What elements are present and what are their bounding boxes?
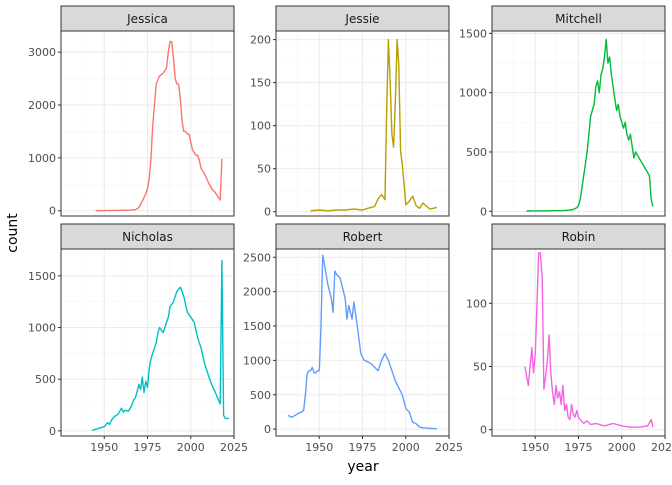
series-line-robert	[287, 254, 437, 430]
panel-strip-label: Mitchell	[555, 12, 602, 26]
panel-border	[60, 30, 235, 217]
y-tick-label: 1500	[243, 320, 271, 333]
panel-robin: Robin 0 50 100 1950 1975 2000 2025	[466, 223, 672, 454]
x-tick-label: 2025	[651, 441, 672, 454]
panel-strip-label: Robin	[562, 230, 596, 244]
x-tick-label: 2000	[177, 441, 205, 454]
y-tick-label: 0	[480, 424, 487, 437]
series-line-nicholas	[91, 259, 229, 431]
x-tick-label: 2000	[608, 441, 636, 454]
panel-strip	[60, 223, 235, 250]
series-line-mitchell	[526, 38, 654, 212]
y-tick-label: 200	[250, 34, 271, 47]
x-tick-label: 1950	[305, 441, 333, 454]
x-tick-label: 2025	[220, 441, 248, 454]
y-tick-label: 0	[49, 205, 56, 218]
y-tick-label: 3000	[28, 46, 56, 59]
y-tick-label: 1000	[243, 354, 271, 367]
y-tick-label: 2000	[243, 286, 271, 299]
panel-nicholas: Nicholas 0 500 1000 1500 1950 1975 2000 2025	[28, 223, 248, 454]
y-tick-label: 0	[49, 425, 56, 438]
panel-strip	[60, 5, 235, 32]
y-tick-label: 100	[466, 297, 487, 310]
series-line-jessica	[95, 40, 223, 212]
y-tick-label: 1500	[28, 270, 56, 283]
x-tick-label: 2000	[392, 441, 420, 454]
y-tick-label: 50	[257, 163, 271, 176]
y-tick-label: 1000	[28, 152, 56, 165]
y-tick-label: 2500	[243, 251, 271, 264]
x-tick-label: 1975	[349, 441, 377, 454]
y-tick-label: 500	[250, 389, 271, 402]
y-tick-label: 0	[264, 206, 271, 219]
panel-strip	[491, 223, 666, 250]
y-tick-label: 2000	[28, 99, 56, 112]
y-tick-label: 0	[480, 205, 487, 218]
x-axis-title: year	[347, 459, 378, 475]
panel-strip-label: Jessie	[344, 12, 379, 26]
panel-border	[491, 30, 666, 217]
panel-strip-label: Robert	[343, 230, 383, 244]
panel-jessie: Jessie 0 50 100 150 200	[250, 5, 450, 219]
panel-strip-label: Nicholas	[122, 230, 173, 244]
y-tick-label: 150	[250, 77, 271, 90]
y-tick-label: 0	[264, 423, 271, 436]
y-tick-label: 1000	[28, 322, 56, 335]
y-tick-label: 100	[250, 120, 271, 133]
x-tick-label: 1950	[90, 441, 118, 454]
series-line-jessie	[310, 38, 438, 212]
x-tick-label: 1975	[134, 441, 162, 454]
panel-robert: Robert 0 500 1000 1500 2000 2500 1950 1975 2000 20…	[243, 223, 463, 454]
y-axis-title: count	[5, 213, 21, 253]
panel-mitchell: Mitchell 0 500 1000 1500	[459, 5, 666, 218]
series-line-robin	[524, 252, 654, 428]
panel-strip-label: Jessica	[126, 12, 168, 26]
x-tick-label: 2025	[435, 441, 463, 454]
y-tick-label: 500	[35, 373, 56, 386]
panel-jessica: Jessica 0 1000 2000 3000	[28, 5, 235, 218]
x-tick-label: 1975	[565, 441, 593, 454]
y-tick-label: 50	[473, 361, 487, 374]
y-tick-label: 1000	[459, 87, 487, 100]
panel-border	[275, 30, 450, 217]
x-tick-label: 1950	[521, 441, 549, 454]
y-tick-label: 1500	[459, 27, 487, 40]
y-tick-label: 500	[466, 146, 487, 159]
